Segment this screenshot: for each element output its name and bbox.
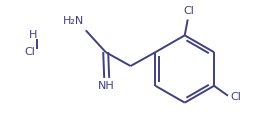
Text: Cl: Cl bbox=[183, 5, 194, 15]
Text: H₂N: H₂N bbox=[62, 16, 84, 26]
Text: Cl: Cl bbox=[230, 92, 241, 102]
Text: H: H bbox=[29, 30, 37, 40]
Text: Cl: Cl bbox=[25, 47, 36, 57]
Text: NH: NH bbox=[98, 81, 115, 91]
